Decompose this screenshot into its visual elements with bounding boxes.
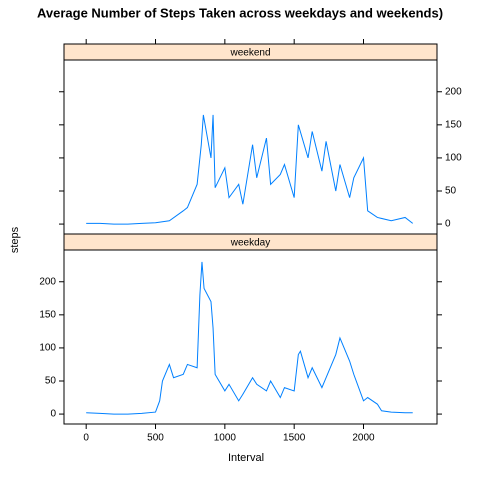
y-tick-label: 0	[50, 409, 56, 420]
x-tick-label: 0	[83, 433, 89, 444]
strip-label: weekend	[229, 48, 270, 59]
x-tick-label: 1500	[283, 433, 306, 444]
x-tick-label: 1000	[214, 433, 237, 444]
line	[86, 261, 413, 415]
y-tick-label: 100	[39, 343, 56, 354]
panel	[63, 249, 438, 425]
x-axis-label: Interval	[228, 452, 264, 464]
y-tick-label: 200	[445, 86, 462, 97]
y-tick-label: 200	[39, 276, 56, 287]
line	[86, 114, 414, 225]
y-axis-label: steps	[9, 226, 21, 253]
y-tick-label: 50	[445, 186, 457, 197]
chart-title: Average Number of Steps Taken across wee…	[37, 5, 443, 20]
y-tick-label: 100	[445, 153, 462, 164]
strip-label: weekday	[230, 238, 270, 249]
y-tick-label: 150	[445, 119, 462, 130]
x-tick-label: 500	[147, 433, 164, 444]
y-tick-label: 150	[39, 309, 56, 320]
x-tick-label: 2000	[352, 433, 375, 444]
y-tick-label: 0	[445, 219, 451, 230]
y-tick-label: 50	[45, 376, 57, 387]
panel	[63, 59, 438, 235]
